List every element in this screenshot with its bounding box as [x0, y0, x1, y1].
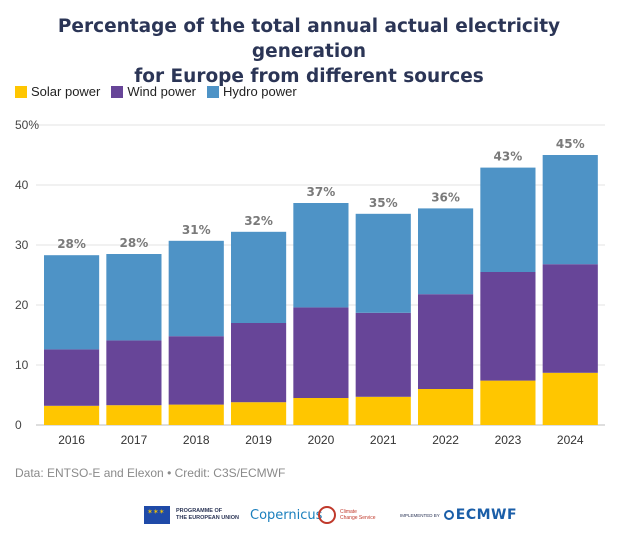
bar-solar-power-2024 [542, 372, 598, 425]
bar-total-label: 37% [307, 185, 336, 199]
bar-total-label: 28% [120, 236, 149, 250]
stacked-bar-chart: 0 10 20 30 40 50% 28% 2016 28% 2017 31% 2018 32% 2019… [15, 118, 605, 447]
bar-total-label: 32% [244, 214, 273, 228]
bar-layer [44, 155, 598, 425]
bar-solar-power-2022 [418, 389, 474, 425]
y-tick-label: 40 [15, 178, 29, 192]
bar-total-label: 43% [494, 150, 523, 164]
bar-solar-power-2021 [355, 396, 411, 425]
bar-hydro-power-2019 [231, 231, 287, 323]
bar-hydro-power-2020 [293, 203, 349, 308]
eu-logo: PROGRAMME OF THE EUROPEAN UNION [144, 500, 239, 530]
bar-hydro-power-2023 [480, 167, 536, 272]
logo-strip: PROGRAMME OF THE EUROPEAN UNION Copernic… [0, 500, 618, 530]
bar-wind-power-2024 [542, 264, 598, 373]
bar-wind-power-2016 [44, 349, 100, 406]
legend-item-wind: Wind power [111, 84, 196, 99]
x-tick-label: 2021 [370, 433, 397, 447]
legend-item-hydro: Hydro power [207, 84, 297, 99]
legend-label-solar: Solar power [31, 84, 101, 99]
bar-wind-power-2021 [355, 312, 411, 397]
ecmwf-logo-text: ECMWF [455, 507, 518, 523]
x-tick-label: 2017 [121, 433, 148, 447]
bar-wind-power-2020 [293, 307, 349, 398]
chart-title-line-2: for Europe from different sources [134, 66, 484, 87]
x-tick-label: 2022 [432, 433, 459, 447]
bar-solar-power-2020 [293, 398, 349, 425]
bar-solar-power-2016 [44, 405, 100, 425]
ecmwf-icon [443, 510, 454, 520]
bar-solar-power-2019 [231, 402, 287, 425]
bar-total-label: 36% [431, 190, 460, 204]
bar-hydro-power-2018 [168, 240, 224, 337]
bar-hydro-power-2021 [355, 213, 411, 313]
chart-legend: Solar power Wind power Hydro power [15, 84, 308, 99]
legend-swatch-wind [111, 85, 124, 98]
ecmwf-logo: IMPLEMENTED BY ECMWF [400, 500, 517, 530]
copernicus-logo-text: Copernicus [250, 507, 323, 523]
bar-hydro-power-2016 [44, 255, 100, 350]
implemented-by-text: IMPLEMENTED BY [400, 512, 440, 518]
legend-item-solar: Solar power [15, 84, 100, 99]
y-tick-label: 20 [15, 298, 29, 312]
bar-solar-power-2023 [480, 380, 536, 425]
bar-wind-power-2017 [106, 340, 162, 406]
chart-title-line-1: Percentage of the total annual actual el… [57, 16, 561, 62]
x-tick-label: 2018 [183, 433, 210, 447]
legend-swatch-solar [15, 85, 27, 98]
bar-solar-power-2018 [168, 404, 224, 425]
bar-solar-power-2017 [106, 405, 162, 425]
c3s-logo: Climate Change Service [318, 500, 376, 530]
bar-total-label: 35% [369, 196, 398, 210]
bar-hydro-power-2022 [418, 208, 474, 295]
bar-hydro-power-2017 [106, 254, 162, 341]
bar-wind-power-2022 [418, 294, 474, 389]
y-tick-label: 50% [15, 118, 39, 132]
legend-label-hydro: Hydro power [223, 84, 297, 99]
x-tick-label: 2023 [495, 433, 522, 447]
eu-flag-icon [144, 506, 170, 524]
x-tick-label: 2024 [557, 433, 584, 447]
bar-total-label: 31% [182, 223, 211, 237]
y-tick-label: 30 [15, 238, 29, 252]
y-tick-label: 0 [15, 418, 22, 432]
bar-wind-power-2018 [168, 336, 224, 405]
chart-title: Percentage of the total annual actual el… [0, 14, 618, 89]
copernicus-logo: Copernicus [250, 500, 322, 530]
y-tick-label: 10 [15, 358, 29, 372]
x-tick-label: 2016 [58, 433, 85, 447]
bar-wind-power-2023 [480, 272, 536, 381]
legend-swatch-hydro [207, 85, 220, 98]
x-tick-label: 2019 [245, 433, 272, 447]
bar-total-label: 45% [556, 137, 585, 151]
bar-hydro-power-2024 [542, 155, 598, 265]
label-layer: 0 10 20 30 40 50% 28% 2016 28% 2017 31% 2018 32% 2019… [15, 118, 585, 447]
eu-logo-line-1: PROGRAMME OF [176, 508, 223, 514]
eu-logo-line-2: THE EUROPEAN UNION [176, 515, 239, 521]
source-credit: Data: ENTSO-E and Elexon • Credit: C3S/E… [15, 466, 286, 480]
bar-wind-power-2019 [231, 323, 287, 403]
c3s-logo-line-2: Change Service [340, 515, 376, 521]
x-tick-label: 2020 [308, 433, 335, 447]
bar-total-label: 28% [57, 237, 86, 251]
legend-label-wind: Wind power [127, 84, 197, 99]
c3s-icon [318, 506, 336, 524]
c3s-logo-line-1: Climate [340, 509, 357, 515]
